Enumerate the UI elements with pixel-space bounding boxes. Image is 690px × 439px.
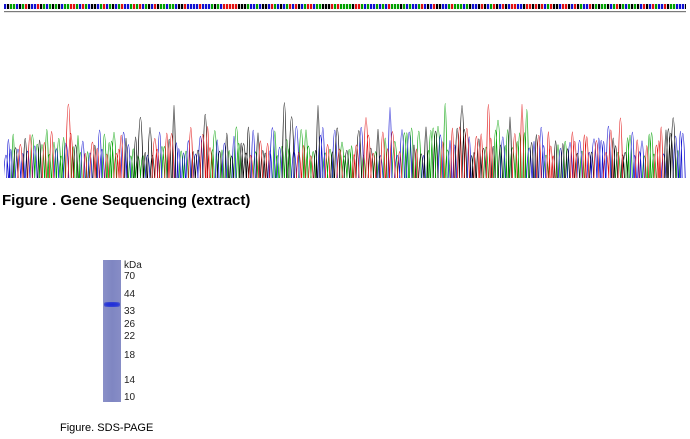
- marker-22: 22: [124, 331, 136, 342]
- protein-band: [104, 302, 120, 307]
- sds-page-gel: kDa 70 44 33 26 22 18 14 10: [103, 260, 173, 405]
- trace-lines: [4, 102, 686, 179]
- marker-10: 10: [124, 392, 136, 403]
- trace-t: [17, 104, 664, 179]
- sequencing-chromatogram: [4, 4, 686, 179]
- sequencing-caption: Figure . Gene Sequencing (extract): [2, 192, 251, 209]
- gel-lane: [103, 260, 121, 402]
- base-call-strip: [4, 4, 686, 13]
- marker-26: 26: [124, 319, 136, 330]
- trace-g: [12, 102, 677, 179]
- marker-44: 44: [124, 289, 136, 300]
- kda-unit-label: kDa: [124, 260, 142, 271]
- marker-14: 14: [124, 375, 136, 386]
- sds-page-caption: Figure. SDS-PAGE: [60, 422, 154, 434]
- marker-70: 70: [124, 271, 136, 282]
- marker-33: 33: [124, 306, 136, 317]
- marker-18: 18: [124, 350, 136, 361]
